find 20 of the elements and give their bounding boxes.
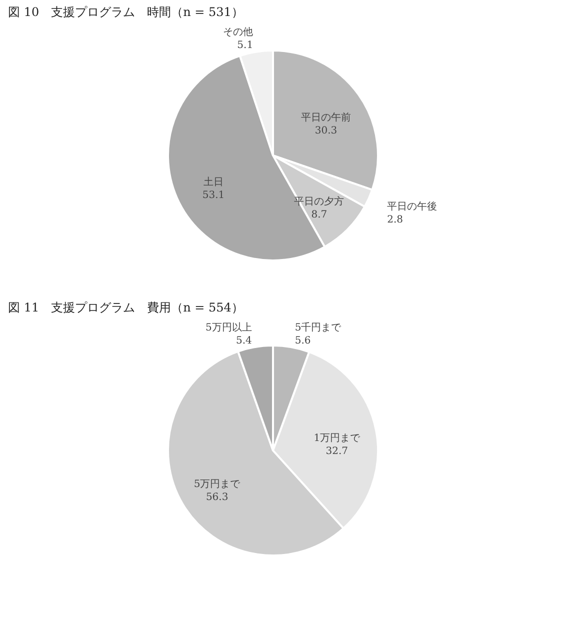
data-label: 5.1 [237, 40, 254, 52]
slice-label: 平日の午後 [387, 200, 438, 213]
chart-title: 図 11 支援プログラム 費用（n = 554） [8, 300, 244, 314]
slice-label: 平日の夕方 [294, 195, 344, 208]
data-label: 8.7 [311, 209, 328, 220]
data-label: 30.3 [314, 126, 338, 137]
chart-title: 図 10 支援プログラム 時間（n = 531） [8, 5, 244, 20]
slice-label: 5万円以上 [206, 321, 252, 334]
slice-label: 1万円まで [314, 433, 362, 444]
data-label: 2.8 [387, 214, 403, 226]
data-label: 53.1 [202, 190, 225, 201]
slice-label: 5千円まで [294, 321, 342, 334]
slice-label: 平日の午前 [301, 112, 352, 124]
data-label: 5.6 [294, 335, 311, 346]
data-label: 5.4 [236, 335, 252, 346]
slice-label: 5万円まで [194, 478, 242, 490]
data-label: 56.3 [206, 492, 228, 503]
slice-label: その他 [223, 26, 254, 38]
data-label: 32.7 [326, 446, 348, 458]
slice-label: 土日 [204, 176, 224, 188]
